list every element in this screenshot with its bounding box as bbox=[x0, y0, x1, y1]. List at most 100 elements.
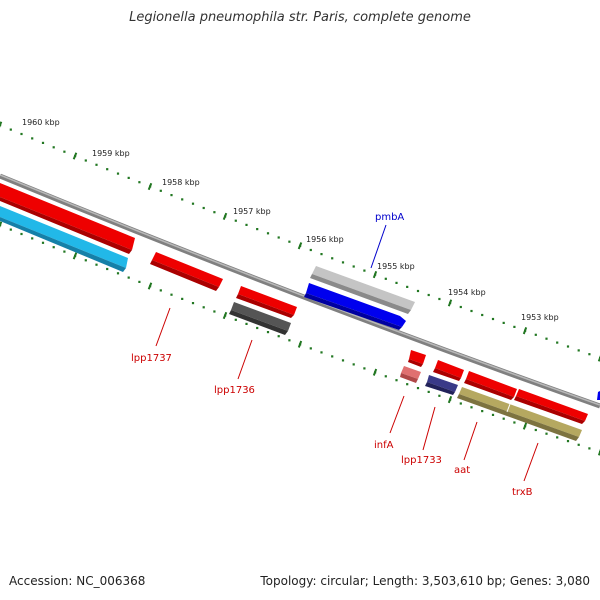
scale-tick bbox=[297, 242, 303, 250]
gene-block-pmbA[interactable] bbox=[306, 283, 406, 327]
scale-dot bbox=[202, 206, 205, 210]
scale-dot bbox=[459, 305, 462, 309]
scale-dot bbox=[181, 198, 184, 201]
scale-dot bbox=[256, 228, 259, 231]
genome-backbone bbox=[0, 173, 600, 409]
scale-dot bbox=[127, 276, 130, 279]
scale-dot bbox=[9, 128, 12, 131]
gene-block-olive[interactable] bbox=[459, 387, 582, 437]
scale-dot bbox=[577, 349, 580, 352]
scale-dot bbox=[384, 277, 387, 280]
scale-dot bbox=[256, 326, 259, 330]
gene-labels: pmbA lpp1737 lpp1736 infA lpp1733 aat tr… bbox=[131, 212, 533, 498]
scale-dot bbox=[588, 447, 591, 450]
scale-dot bbox=[534, 428, 537, 432]
scale-dot bbox=[331, 257, 334, 260]
scale-dot bbox=[31, 237, 34, 240]
gene-label-pmbA[interactable]: pmbA bbox=[375, 212, 404, 223]
scale-tick bbox=[222, 212, 228, 220]
scale-dot bbox=[502, 321, 505, 324]
gene-label-trxB[interactable]: trxB bbox=[512, 487, 533, 498]
gene-label-lpp1733[interactable]: lpp1733 bbox=[401, 455, 442, 466]
scale-tick bbox=[72, 152, 78, 160]
scale-dot bbox=[52, 246, 55, 249]
gene-block-gray-dark[interactable] bbox=[231, 302, 291, 331]
scale-dot bbox=[341, 261, 345, 264]
map-title: Legionella pneumophila str. Paris, compl… bbox=[129, 10, 471, 25]
scale-dot bbox=[352, 265, 355, 268]
scale-dot bbox=[577, 443, 580, 446]
tick-label-1954: 1954 kbp bbox=[448, 288, 486, 297]
scale-dot bbox=[427, 293, 430, 297]
scale-dot bbox=[363, 269, 366, 272]
scale-dot bbox=[159, 289, 162, 292]
scale-dot bbox=[491, 317, 495, 321]
scale-dot bbox=[41, 141, 45, 144]
gene-block-lpp1737[interactable] bbox=[152, 252, 223, 287]
scale-dot bbox=[341, 359, 345, 362]
scale-tick bbox=[0, 121, 3, 128]
tick-label-1958: 1958 kbp bbox=[162, 178, 200, 187]
scale-dot bbox=[95, 163, 98, 166]
scale-dot bbox=[406, 383, 409, 386]
scale-dot bbox=[566, 440, 570, 443]
gene-block-lpp1736[interactable] bbox=[238, 286, 297, 315]
tick-label-1960: 1960 kbp bbox=[22, 118, 60, 127]
scale-dot bbox=[320, 253, 323, 256]
scale-tick bbox=[0, 221, 3, 228]
gene-block-gray-light[interactable] bbox=[312, 266, 415, 310]
scale-dot bbox=[234, 219, 237, 222]
scale-tick bbox=[447, 395, 453, 404]
scale-dot bbox=[481, 313, 484, 317]
scale-dot bbox=[309, 347, 312, 350]
scale-dot bbox=[395, 379, 398, 382]
scale-dot bbox=[588, 353, 591, 356]
scale-dot bbox=[406, 285, 409, 288]
scale-dot bbox=[202, 306, 205, 309]
gene-block-red-aat[interactable] bbox=[466, 371, 517, 397]
tick-label-1959: 1959 kbp bbox=[92, 149, 130, 158]
scale-dot bbox=[41, 241, 45, 244]
gene-label-aat[interactable]: aat bbox=[454, 465, 470, 476]
scale-dot bbox=[84, 259, 87, 262]
kbp-ticks bbox=[0, 121, 600, 456]
gene-block-red[interactable] bbox=[0, 183, 135, 250]
scale-dot bbox=[470, 406, 473, 409]
scale-tick bbox=[597, 355, 600, 362]
scale-dot bbox=[320, 351, 323, 354]
gene-block-red-small[interactable] bbox=[435, 360, 464, 378]
scale-dot bbox=[459, 402, 462, 405]
gene-label-infA[interactable]: infA bbox=[374, 440, 394, 451]
scale-dot bbox=[106, 168, 109, 171]
scale-dot bbox=[438, 297, 441, 301]
scale-dot bbox=[534, 333, 537, 336]
gene-block-cyan[interactable] bbox=[0, 206, 128, 268]
gene-block-pink[interactable] bbox=[401, 366, 421, 379]
accession-label: Accession: NC_006368 bbox=[9, 574, 146, 588]
scale-tick bbox=[372, 270, 378, 279]
gene-block-trxB[interactable] bbox=[516, 389, 588, 421]
gene-block-infA[interactable] bbox=[409, 350, 426, 364]
scale-tick bbox=[597, 448, 600, 456]
scale-dot bbox=[116, 172, 120, 175]
scale-dot bbox=[491, 413, 495, 416]
scale-dot bbox=[513, 421, 516, 424]
gene-block-lpp1733[interactable] bbox=[427, 375, 458, 392]
scale-dot bbox=[106, 267, 109, 271]
leader-lines bbox=[155, 224, 539, 482]
scale-dot bbox=[9, 228, 12, 231]
scale-dot bbox=[384, 375, 387, 378]
scale-dot bbox=[84, 159, 87, 162]
scale-dot bbox=[31, 137, 34, 140]
gene-label-lpp1737[interactable]: lpp1737 bbox=[131, 353, 172, 364]
scale-dot bbox=[395, 281, 398, 284]
scale-dot bbox=[213, 211, 216, 214]
gene-label-lpp1736[interactable]: lpp1736 bbox=[214, 385, 255, 396]
scale-dot bbox=[309, 248, 312, 252]
scale-dot bbox=[138, 181, 141, 184]
gene-block-blue-edge[interactable] bbox=[597, 391, 600, 400]
scale-dot bbox=[63, 150, 66, 153]
scale-dot bbox=[116, 272, 120, 275]
scale-dot bbox=[556, 341, 559, 344]
